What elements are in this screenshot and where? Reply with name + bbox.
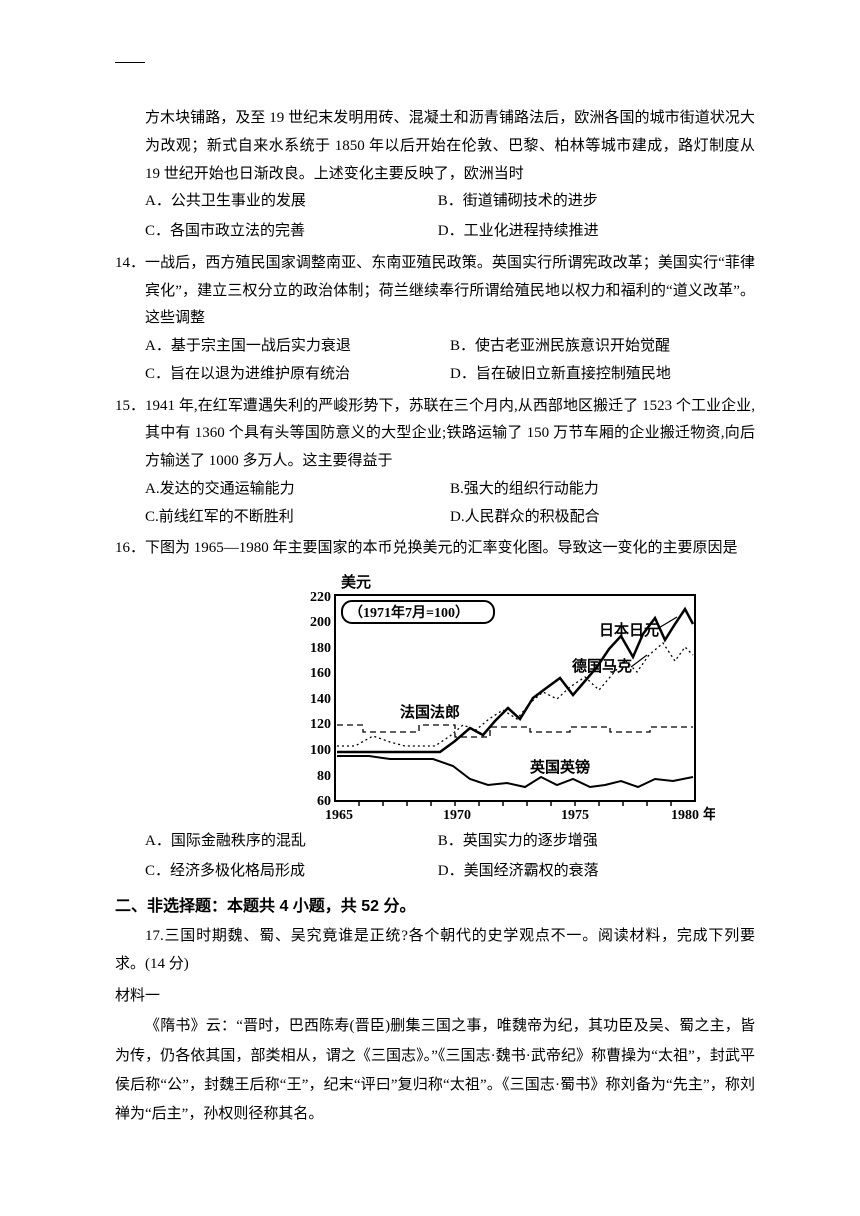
q15-number: 15． xyxy=(115,393,145,476)
svg-text:220: 220 xyxy=(310,590,331,605)
chart-y-ticks: 60 80 100 120 140 160 180 200 220 xyxy=(310,590,331,809)
series-gbp xyxy=(337,756,693,787)
svg-text:160: 160 xyxy=(310,666,331,681)
q17-intro: 17.三国时期魏、蜀、吴究竟谁是正统?各个朝代的史学观点不一。阅读材料，完成下列… xyxy=(115,923,755,979)
svg-text:年: 年 xyxy=(703,806,715,823)
svg-text:140: 140 xyxy=(310,692,331,707)
q13-opt-a: A．公共卫生事业的发展 xyxy=(145,188,438,216)
q16-opt-c: C．经济多极化格局形成 xyxy=(145,858,438,886)
q15-opt-a: A.发达的交通运输能力 xyxy=(145,476,450,504)
q13-options-row2: C．各国市政立法的完善 D．工业化进程持续推进 xyxy=(115,218,755,246)
q13-opt-c: C．各国市政立法的完善 xyxy=(145,218,438,246)
q16-opt-a: A．国际金融秩序的混乱 xyxy=(145,828,438,856)
q14-opt-d: D．旨在破旧立新直接控制殖民地 xyxy=(450,361,755,389)
q16-opt-d: D．美国经济霸权的衰落 xyxy=(438,858,755,886)
q14-opt-b: B．使古老亚洲民族意识开始觉醒 xyxy=(450,333,755,361)
q16-opt-b: B．英国实力的逐步增强 xyxy=(438,828,755,856)
q15-opt-b: B.强大的组织行动能力 xyxy=(450,476,755,504)
q15-body: 1941 年,在红军遭遇失利的严峻形势下，苏联在三个月内,从西部地区搬迁了 15… xyxy=(145,393,755,476)
q14-number: 14． xyxy=(115,250,145,333)
q13-continuation: 方木块铺路，及至 19 世纪末发明用砖、混凝土和沥青铺路法后，欧洲各国的城市街道… xyxy=(115,105,755,188)
q14-options-row2: C．旨在以退为进维护原有统治 D．旨在破旧立新直接控制殖民地 xyxy=(115,361,755,389)
q14-opt-a: A．基于宗主国一战后实力衰退 xyxy=(145,333,450,361)
svg-text:180: 180 xyxy=(310,641,331,656)
q15-options-row1: A.发达的交通运输能力 B.强大的组织行动能力 xyxy=(115,476,755,504)
svg-text:1975: 1975 xyxy=(561,808,589,823)
chart-y-unit: 美元 xyxy=(341,573,371,591)
material1-body: 《隋书》云：“晋时，巴西陈寿(晋臣)删集三国之事，唯魏帝为纪，其功臣及吴、蜀之主… xyxy=(115,1012,755,1129)
chart-x-ticks: 1965 1970 1975 1980 年 xyxy=(325,806,715,823)
series-dem xyxy=(337,643,693,746)
exchange-rate-chart: （1971年7月=100） 美元 60 80 100 120 140 160 1… xyxy=(285,569,715,824)
q16-options-row1: A．国际金融秩序的混乱 B．英国实力的逐步增强 xyxy=(115,828,755,856)
svg-text:日本日元: 日本日元 xyxy=(599,621,659,639)
svg-text:200: 200 xyxy=(310,615,331,630)
q13-opt-d: D．工业化进程持续推进 xyxy=(438,218,755,246)
series-frf xyxy=(337,725,693,737)
material1-label: 材料一 xyxy=(115,983,755,1011)
q16-body: 下图为 1965—1980 年主要国家的本币兑换美元的汇率变化图。导致这一变化的… xyxy=(145,535,755,563)
section2-heading: 二、非选择题：本题共 4 小题，共 52 分。 xyxy=(115,892,755,922)
q16-number: 16． xyxy=(115,535,145,563)
q14-body: 一战后，西方殖民国家调整南亚、东南亚殖民政策。英国实行所谓宪政改革；美国实行“菲… xyxy=(145,250,755,333)
chart-base-note: （1971年7月=100） xyxy=(349,604,469,621)
svg-text:100: 100 xyxy=(310,743,331,758)
q14: 14． 一战后，西方殖民国家调整南亚、东南亚殖民政策。英国实行所谓宪政改革；美国… xyxy=(115,250,755,333)
q15-opt-d: D.人民群众的积极配合 xyxy=(450,504,755,532)
q16-options-row2: C．经济多极化格局形成 D．美国经济霸权的衰落 xyxy=(115,858,755,886)
svg-text:1970: 1970 xyxy=(443,808,471,823)
svg-text:120: 120 xyxy=(310,717,331,732)
q15-options-row2: C.前线红军的不断胜利 D.人民群众的积极配合 xyxy=(115,504,755,532)
svg-text:英国英镑: 英国英镑 xyxy=(530,758,590,776)
svg-text:60: 60 xyxy=(317,794,331,809)
chart-svg: （1971年7月=100） 美元 60 80 100 120 140 160 1… xyxy=(285,569,715,824)
q13-options-row1: A．公共卫生事业的发展 B．街道铺砌技术的进步 xyxy=(115,188,755,216)
q13-opt-b: B．街道铺砌技术的进步 xyxy=(438,188,755,216)
svg-text:1965: 1965 xyxy=(325,808,353,823)
svg-text:法国法郎: 法国法郎 xyxy=(400,703,460,721)
q15-opt-c: C.前线红军的不断胜利 xyxy=(145,504,450,532)
q14-options-row1: A．基于宗主国一战后实力衰退 B．使古老亚洲民族意识开始觉醒 xyxy=(115,333,755,361)
q16: 16． 下图为 1965—1980 年主要国家的本币兑换美元的汇率变化图。导致这… xyxy=(115,535,755,563)
header-underline xyxy=(115,62,145,63)
q15: 15． 1941 年,在红军遭遇失利的严峻形势下，苏联在三个月内,从西部地区搬迁… xyxy=(115,393,755,476)
svg-text:80: 80 xyxy=(317,769,331,784)
svg-text:1980: 1980 xyxy=(671,808,699,823)
q14-opt-c: C．旨在以退为进维护原有统治 xyxy=(145,361,450,389)
svg-text:德国马克: 德国马克 xyxy=(572,657,632,675)
